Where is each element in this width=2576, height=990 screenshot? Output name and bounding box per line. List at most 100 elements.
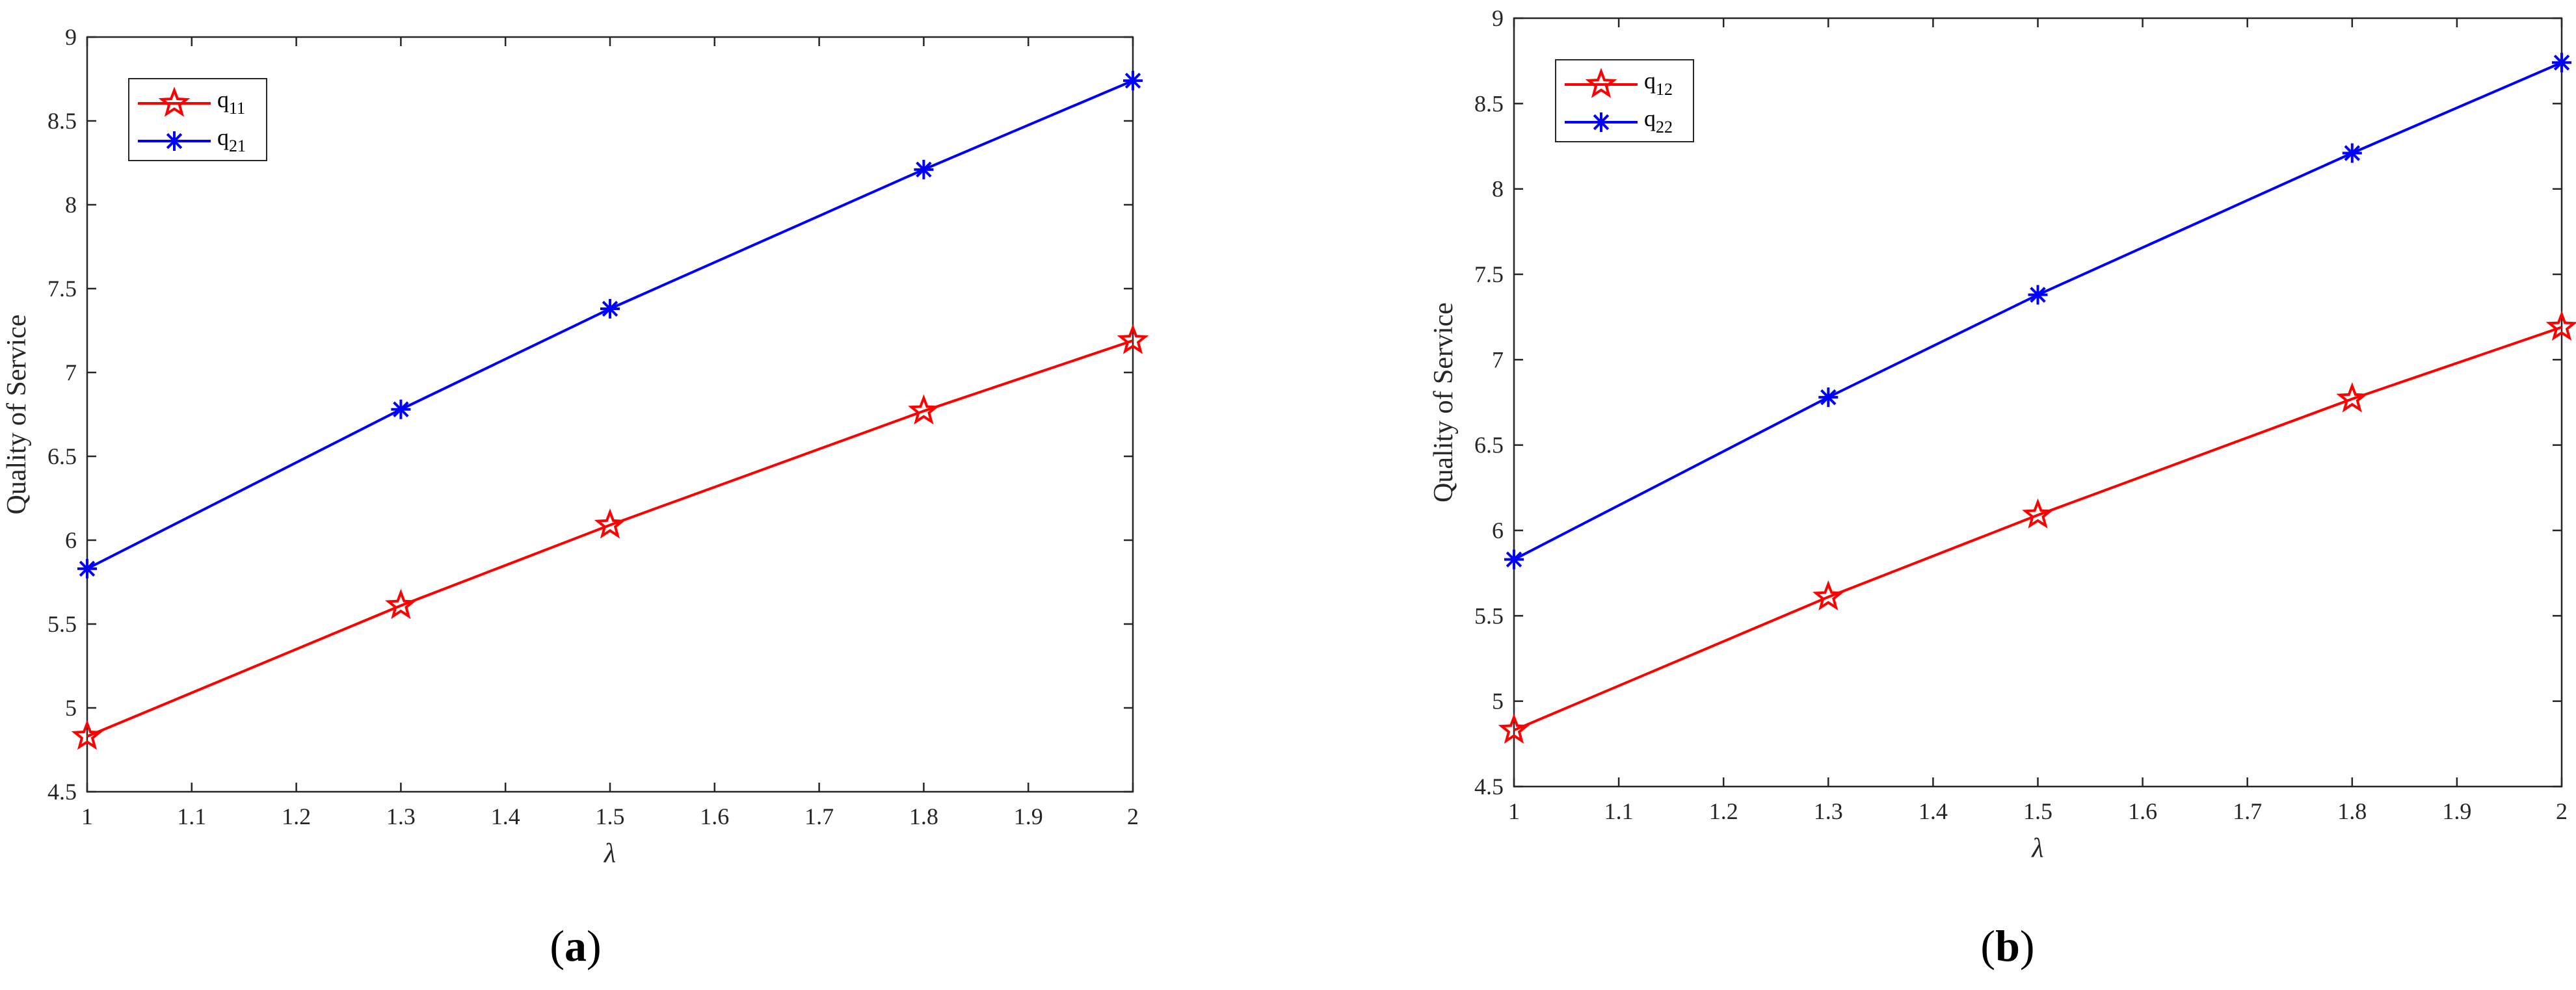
chart-b-series-q22-point-d2 — [1820, 389, 1837, 406]
chart-b-legend-entry: q12 — [1644, 68, 1673, 99]
chart-b-legend-box — [1555, 59, 1694, 142]
chart-b-xtick-label: 1.4 — [1919, 798, 1948, 824]
chart-b-series-q22-point — [1504, 549, 1524, 569]
chart-a-legend-entry: q21 — [217, 124, 246, 155]
chart-b-legend-marker — [1585, 68, 1617, 98]
chart-b-legend-entry: q22 — [1644, 105, 1673, 137]
chart-b-ytick-label: 6.5 — [1474, 432, 1504, 458]
chart-a-legend-entry: q11 — [217, 86, 245, 118]
chart-a-ytick-label: 7 — [65, 359, 77, 385]
chart-b-ylabel: Quality of Service — [1429, 302, 1459, 502]
chart-a-xtick-label: 1.7 — [804, 803, 834, 829]
chart-a-legend-name: q — [217, 86, 229, 112]
chart-a-ylabel: Quality of Service — [2, 315, 32, 515]
chart-b-xtick-label: 1.2 — [1709, 798, 1738, 824]
chart-b-ytick-label: 5.5 — [1474, 603, 1504, 629]
chart-a-series-q21-point-d2 — [1124, 72, 1141, 89]
chart-b-series-q22-point-d2 — [1506, 551, 1522, 567]
chart-a-series-q11-point — [594, 508, 626, 539]
chart-b-series-q12-point — [2545, 310, 2576, 341]
chart-a-series-q21-point-d2 — [79, 560, 96, 577]
chart-b-ytick-label: 7 — [1492, 346, 1504, 372]
chart-b-ytick-label: 8 — [1492, 176, 1504, 202]
chart-a-xtick-label: 1.1 — [177, 803, 206, 829]
chart-b: 1 1.1 1.2 1.3 1.4 1.5 1.6 1.7 1.8 1.9 2 4.5 5 5.5 6 6.5… — [1429, 5, 2576, 970]
chart-a-series-q11-point — [385, 588, 417, 619]
chart-b-legend-subscript: 22 — [1656, 118, 1673, 137]
chart-a-series-q21-point — [77, 558, 97, 579]
chart-a-xtick-label: 1.5 — [596, 803, 625, 829]
chart-a-series-q21-point — [914, 159, 934, 179]
chart-b-xtick-label: 1.6 — [2128, 798, 2157, 824]
chart-a-panel-label: (a) — [550, 921, 601, 970]
chart-a-series-q21-point — [1123, 71, 1143, 91]
chart-a-ytick-label: 6.5 — [47, 443, 77, 469]
chart-a-axes-box — [86, 36, 1134, 793]
chart-b-xtick-label: 1.5 — [2023, 798, 2052, 824]
chart-a-legend-marker-d2 — [166, 133, 183, 150]
chart-b-xtick-label: 1 — [1508, 798, 1520, 824]
chart-a-panel-letter: a — [564, 921, 587, 970]
chart-b-xtick-label: 1.1 — [1604, 798, 1634, 824]
chart-a-series-q21-point-d2 — [916, 161, 932, 178]
chart-b-ytick-label: 4.5 — [1474, 774, 1504, 800]
chart-b-series-q12-point — [1812, 580, 1844, 611]
chart-b-ytick-label: 6 — [1492, 517, 1504, 543]
chart-a-xtick-label: 1.2 — [282, 803, 311, 829]
chart-b-series-q22-point-d2 — [2344, 145, 2361, 161]
chart-a-legend-subscript: 11 — [229, 99, 245, 118]
chart-b-xtick-label: 1.7 — [2233, 798, 2262, 824]
chart-b-panel-paren-open: ( — [1980, 921, 1995, 970]
chart-b-series-q22-point — [2028, 285, 2048, 305]
chart-a-series-q11-point — [1117, 324, 1149, 354]
chart-b-panel-label: (b) — [1980, 921, 2034, 970]
chart-a-series-q11-line — [86, 339, 1134, 738]
chart-a-ytick-label: 7.5 — [47, 276, 77, 302]
chart-a-ytick-label: 9 — [65, 24, 77, 50]
chart-b-legend-marker — [1591, 112, 1611, 132]
chart-a-series-q21-point — [391, 399, 411, 419]
chart-a-xtick-label: 1.8 — [909, 803, 938, 829]
chart-b-series-q12-point — [2336, 382, 2369, 413]
chart-b-ytick-label: 8.5 — [1474, 90, 1504, 116]
chart-a-panel-paren-open: ( — [550, 921, 564, 970]
chart-b-series-q12-point — [1498, 713, 1530, 744]
chart-b-xtick-label: 2 — [2556, 798, 2568, 824]
chart-a-xtick-label: 1.4 — [491, 803, 520, 829]
chart-a-ytick-label: 6 — [65, 527, 77, 553]
chart-b-panel-paren-close: ) — [2020, 921, 2035, 970]
chart-b-xtick-label: 1.3 — [1814, 798, 1843, 824]
chart-a-ytick-label: 4.5 — [47, 779, 77, 805]
chart-a-series-q11-point — [908, 394, 940, 425]
chart-a-legend-subscript: 21 — [229, 137, 246, 155]
chart-a-xtick-label: 1.9 — [1014, 803, 1043, 829]
chart-a-legend-box — [128, 78, 267, 161]
chart-b-series-q12-line — [1513, 326, 2562, 732]
chart-a-legend-marker — [165, 131, 184, 151]
chart-a-series-q21-point-d2 — [393, 401, 409, 417]
chart-a-ytick-label: 8 — [65, 192, 77, 218]
chart-b-series-q22-point-d2 — [2030, 287, 2046, 303]
chart-a-ytick-label: 8.5 — [47, 108, 77, 134]
chart-b-axes-box — [1513, 17, 2563, 788]
chart-b-series-q22-point-d2 — [2553, 55, 2570, 71]
chart-b-xtick-label: 1.9 — [2442, 798, 2471, 824]
chart-a-xtick-label: 1.6 — [700, 803, 729, 829]
chart-a-xtick-label: 1.3 — [386, 803, 416, 829]
chart-a-legend-name: q — [217, 124, 229, 150]
chart-b-legend-name: q — [1644, 105, 1656, 131]
chart-b-series-q22-point — [2552, 53, 2571, 73]
chart-a-series-q21-point — [600, 298, 620, 319]
chart-a-xtick-label: 1 — [81, 803, 93, 829]
chart-a-xtick-label: 2 — [1127, 803, 1139, 829]
chart-a-ytick-label: 5.5 — [47, 611, 77, 637]
chart-b-legend-name: q — [1644, 68, 1656, 94]
chart-a-series-q11-point — [71, 720, 103, 750]
chart-b-series-q22-point — [2342, 143, 2362, 163]
chart-a-series-q21-point-d2 — [602, 300, 618, 317]
chart-b-ytick-label: 9 — [1492, 5, 1504, 31]
chart-b-series-q12-point — [2022, 498, 2054, 529]
chart-a-legend-marker — [158, 86, 191, 117]
